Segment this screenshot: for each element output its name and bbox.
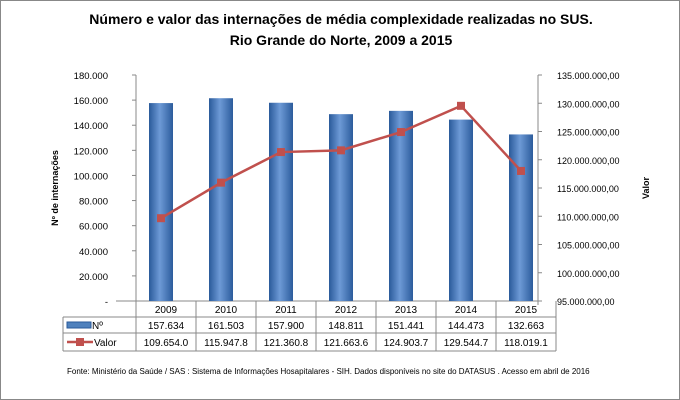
- right-tick-label: 125.000.000,00: [557, 128, 620, 138]
- x-tick-label: 2014: [455, 305, 478, 316]
- left-tick-label: 160.000: [74, 96, 108, 107]
- left-tick-label: 120.000: [74, 146, 108, 157]
- bar: [449, 119, 473, 301]
- x-tick-label: 2011: [275, 305, 297, 316]
- right-axis-title: Valor: [641, 176, 651, 199]
- source-note: Fonte: Ministério da Saúde / SAS : Siste…: [67, 367, 590, 376]
- right-tick-label: 100.000.000,00: [557, 269, 620, 279]
- right-tick-label: 95.000.000,00: [557, 297, 615, 307]
- table-cell-n: 144.473: [448, 321, 485, 332]
- legend-bar-label: Nº: [92, 321, 103, 332]
- value-marker: [337, 146, 345, 155]
- table-cell-n: 157.634: [148, 321, 185, 332]
- chart-subtitle: Rio Grande do Norte, 2009 a 2015: [229, 32, 453, 48]
- table-cell-valor: 109.654.0: [144, 338, 189, 349]
- left-tick-label: 140.000: [74, 121, 108, 132]
- left-axis-title: Nº de internações: [50, 150, 60, 226]
- table-cell-n: 148.811: [328, 321, 364, 332]
- value-marker: [397, 128, 405, 137]
- table-cell-n: 161.503: [208, 321, 245, 332]
- table-cell-valor: 115.947.8: [204, 338, 248, 349]
- table-cell-valor: 121.663.6: [324, 338, 369, 349]
- table-cell-valor: 129.544.7: [444, 338, 489, 349]
- chart-title: Número e valor das internações de média …: [89, 11, 593, 27]
- table-cell-n: 157.900: [268, 321, 305, 332]
- x-tick-label: 2010: [215, 305, 238, 316]
- bar: [509, 134, 533, 301]
- value-marker: [157, 214, 165, 223]
- bar: [389, 110, 413, 301]
- left-tick-label: 20.000: [79, 272, 108, 283]
- bar: [329, 114, 353, 302]
- left-tick-label: 80.000: [79, 197, 108, 208]
- value-marker: [457, 101, 465, 110]
- table-cell-n: 151.441: [388, 321, 425, 332]
- right-tick-label: 110.000.000,00: [557, 212, 619, 222]
- table-cell-n: 132.663: [508, 321, 545, 332]
- left-tick-label: 60.000: [79, 222, 108, 233]
- table-cell-valor: 118.019.1: [504, 338, 548, 349]
- right-tick-label: 115.000.000,00: [557, 184, 619, 194]
- left-tick-label: -: [105, 297, 108, 308]
- bar: [209, 98, 233, 301]
- value-marker: [517, 166, 525, 175]
- left-tick-label: 100.000: [74, 171, 108, 182]
- legend-bar-key: [66, 321, 92, 329]
- right-tick-label: 120.000.000,00: [557, 156, 620, 166]
- table-cell-valor: 124.903.7: [384, 338, 429, 349]
- bar: [269, 102, 293, 302]
- bar: [149, 103, 173, 301]
- value-marker: [277, 148, 285, 157]
- left-tick-label: 40.000: [79, 247, 108, 258]
- right-tick-label: 130.000.000,00: [557, 99, 620, 109]
- left-tick-label: 180.000: [74, 71, 108, 82]
- legend-line-label: Valor: [94, 338, 117, 349]
- table-cell-valor: 121.360.8: [264, 338, 309, 349]
- chart: - 20.000 40.000 60.000 80.000 100.000 120.000 1…: [50, 71, 651, 352]
- x-tick-label: 2009: [155, 305, 178, 316]
- legend-line-marker: [76, 338, 84, 346]
- x-tick-label: 2012: [335, 305, 358, 316]
- right-tick-label: 135.000.000,00: [557, 71, 620, 81]
- value-marker: [217, 178, 225, 187]
- x-tick-label: 2013: [395, 305, 418, 316]
- right-tick-label: 105.000.000,00: [557, 241, 620, 251]
- x-tick-label: 2015: [515, 305, 538, 316]
